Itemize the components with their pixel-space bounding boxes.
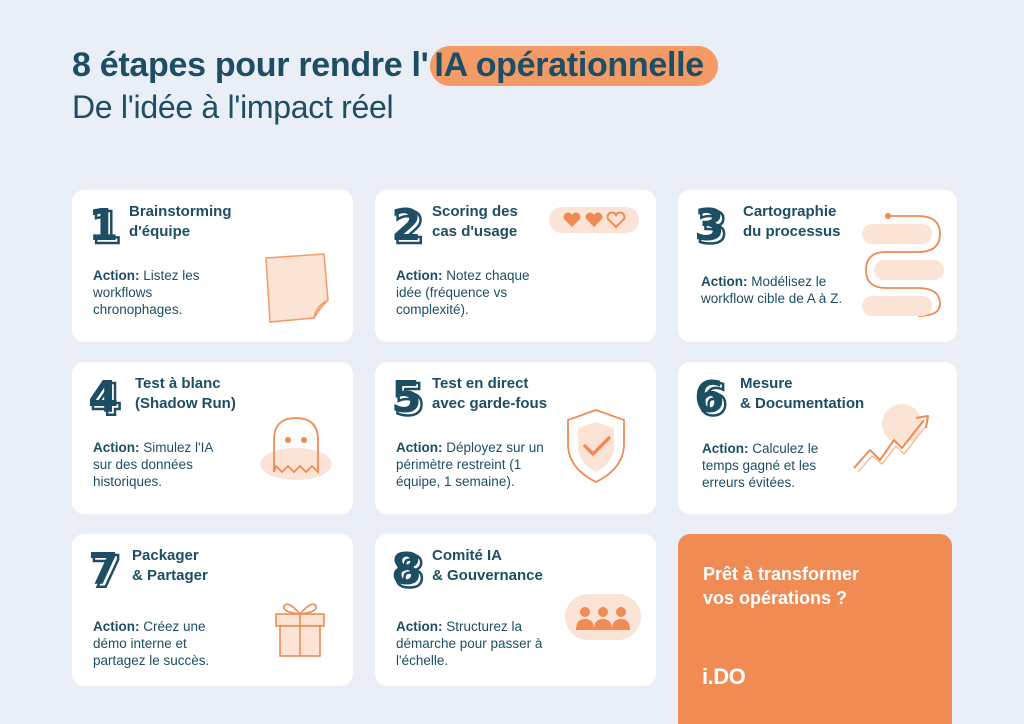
trend-up-icon <box>850 402 934 481</box>
step-title-5: Test en direct avec garde-fous <box>432 375 548 412</box>
process-flow-icon <box>858 212 948 323</box>
gift-icon <box>270 596 330 665</box>
ido-logo: i.DO <box>702 664 746 689</box>
step-action-1: Action: Listez les workflows chronophage… <box>93 268 200 317</box>
svg-text:5: 5 <box>394 375 425 426</box>
svg-text:7: 7 <box>91 547 122 598</box>
hearts-rating-icon <box>549 207 639 238</box>
svg-text:6: 6 <box>697 375 728 426</box>
step-action-6: Action: Calculez le temps gagné et les e… <box>702 441 819 490</box>
svg-text:3: 3 <box>697 203 728 254</box>
page-title: 8 étapes pour rendre l' IA opérationnelle <box>72 46 718 86</box>
step-title-6: Mesure & Documentation <box>740 375 865 412</box>
svg-text:7: 7 <box>88 544 119 595</box>
svg-text:4: 4 <box>88 372 119 423</box>
title-prefix: 8 étapes pour rendre l' <box>72 46 429 84</box>
svg-text:8: 8 <box>394 547 425 598</box>
team-icon <box>565 594 641 645</box>
svg-text:1: 1 <box>88 200 119 251</box>
svg-text:2: 2 <box>394 203 425 254</box>
svg-text:2: 2 <box>391 200 422 251</box>
svg-text:8: 8 <box>391 544 422 595</box>
svg-text:4: 4 <box>91 375 122 426</box>
step-title-3: Cartographie du processus <box>743 203 841 240</box>
svg-text:1: 1 <box>91 203 122 254</box>
sticky-note-icon <box>258 250 334 331</box>
step-title-4: Test à blanc (Shadow Run) <box>135 375 236 412</box>
step-title-1: Brainstorming d'équipe <box>129 203 232 240</box>
step-action-3: Action: Modélisez le workflow cible de A… <box>701 274 843 306</box>
svg-text:5: 5 <box>391 372 422 423</box>
ghost-icon <box>256 412 336 485</box>
header: 8 étapes pour rendre l' IA opérationnelle… <box>72 46 718 126</box>
svg-text:3: 3 <box>694 200 725 251</box>
step-title-2: Scoring des cas d'usage <box>432 203 518 240</box>
step-action-2: Action: Notez chaque idée (fréquence vs … <box>396 268 530 317</box>
shield-check-icon <box>562 406 630 491</box>
step-action-8: Action: Structurez la démarche pour pass… <box>396 619 543 668</box>
page-subtitle: De l'idée à l'impact réel <box>72 89 394 125</box>
title-highlight: IA opérationnelle <box>430 46 718 86</box>
step-title-7: Packager & Partager <box>132 547 208 584</box>
svg-text:6: 6 <box>694 372 725 423</box>
step-action-5: Action: Déployez sur un périmètre restre… <box>396 440 544 489</box>
step-action-4: Action: Simulez l'IA sur des données his… <box>93 440 213 489</box>
cta-panel[interactable]: Prêt à transformer vos opérations ? i.DO <box>678 534 952 724</box>
step-action-7: Action: Créez une démo interne et partag… <box>93 619 210 668</box>
step-title-8: Comité IA & Gouvernance <box>432 547 543 584</box>
cta-text: Prêt à transformer vos opérations ? <box>703 564 860 608</box>
